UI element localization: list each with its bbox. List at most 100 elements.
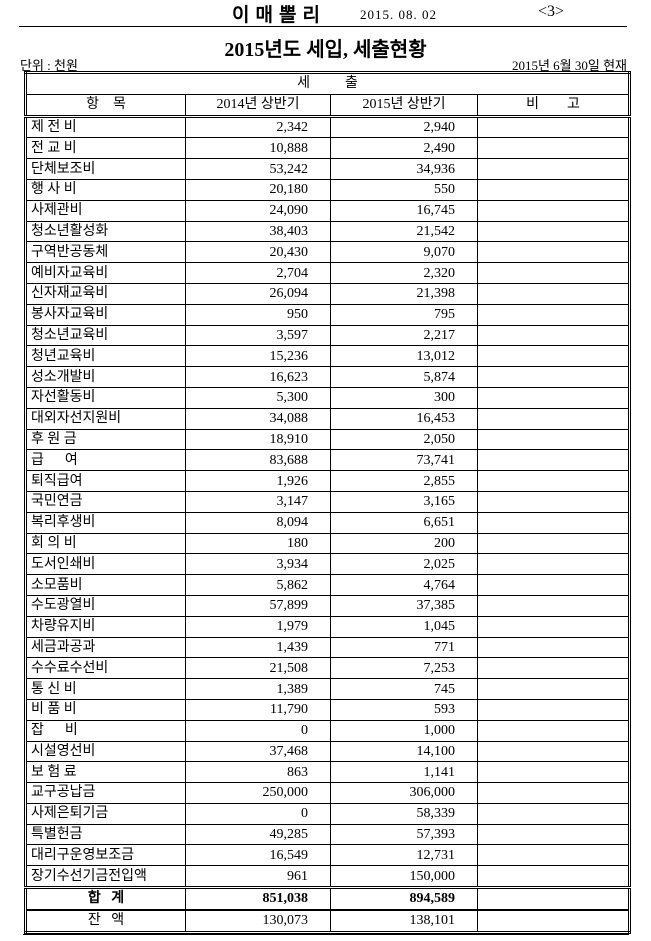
value-2015: 1,045 [330,615,478,638]
value-2014: 18,910 [185,428,331,451]
table-row: 세금과공과 1,439 771 [25,636,631,659]
table-row: 자선활동비 5,300 300 [25,386,631,409]
table-row: 청소년교육비 3,597 2,217 [25,324,631,347]
remarks [476,282,631,305]
item-label: 회 의 비 [25,532,186,555]
remarks [476,386,631,409]
table-row: 행 사 비 20,180 550 [25,178,631,201]
item-label: 급 여 [25,449,186,472]
table-row: 소모품비 5,862 4,764 [25,574,631,596]
value-2015: 2,940 [330,115,478,139]
remarks [476,449,631,472]
item-label: 후 원 금 [25,428,186,451]
value-2015: 73,741 [330,449,478,472]
value-2015: 37,385 [330,594,478,617]
remarks [476,678,631,700]
table-row: 급 여 83,688 73,741 [25,449,631,472]
value-2015: 13,012 [330,345,478,368]
remarks [476,137,631,160]
value-2014: 2,342 [185,115,331,139]
remarks [476,657,631,680]
value-2014: 950 [185,303,331,326]
value-2015: 34,936 [330,158,478,180]
table-row: 특별헌금 49,285 57,393 [25,823,631,846]
value-2014: 37,468 [185,740,331,763]
page-title: 2015년도 세입, 세출현황 [224,39,427,61]
value-2015: 2,025 [330,553,478,576]
item-label: 세금과공과 [25,636,186,659]
remarks [476,782,631,804]
value-2015: 9,070 [330,241,478,264]
table-row: 신자재교육비 26,094 21,398 [25,282,631,305]
issue-date: 2015. 08. 02 [360,7,437,22]
item-label: 청년교육비 [25,345,186,368]
value-2015: 2,217 [330,324,478,347]
value-2015: 5,874 [330,366,478,388]
value-2014: 34,088 [185,407,331,430]
value-2014: 0 [185,719,331,742]
column-header-item: 항 목 [25,93,186,118]
value-2014: 851,038 [185,886,331,911]
remarks [476,324,631,347]
item-label: 단체보조비 [25,158,186,180]
value-2015: 2,320 [330,262,478,284]
table-row: 수도광열비 57,899 37,385 [25,594,631,617]
remarks [476,574,631,596]
value-2014: 10,888 [185,137,331,160]
remarks [476,470,631,492]
value-2014: 57,899 [185,594,331,617]
value-2014: 961 [185,865,331,889]
item-label: 청소년활성화 [25,220,186,243]
item-label: 통 신 비 [25,678,186,700]
value-2015: 2,050 [330,428,478,451]
table-row: 통 신 비 1,389 745 [25,678,631,700]
value-2014: 38,403 [185,220,331,243]
as-of-date: 2015년 6월 30일 현재 [511,58,627,73]
value-2015: 150,000 [330,865,478,889]
item-label: 사제은퇴기금 [25,802,186,825]
table-row: 수수료수선비 21,508 7,253 [25,657,631,680]
value-2015: 7,253 [330,657,478,680]
value-2015: 593 [330,698,478,721]
item-label: 수수료수선비 [25,657,186,680]
value-2014: 5,300 [185,386,331,409]
value-2014: 130,073 [185,909,331,933]
table-row: 단체보조비 53,242 34,936 [25,158,631,180]
item-label: 자선활동비 [25,386,186,409]
unit-label: 단위 : 천원 [20,58,78,73]
value-2014: 11,790 [185,698,331,721]
value-2015: 306,000 [330,782,478,804]
value-2014: 1,926 [185,470,331,492]
value-2015: 16,453 [330,407,478,430]
remarks [476,802,631,825]
table-row: 후 원 금 18,910 2,050 [25,428,631,451]
header-rule [19,26,627,27]
value-2015: 3,165 [330,490,478,513]
value-2015: 2,490 [330,137,478,160]
remarks [476,532,631,555]
value-2014: 180 [185,532,331,555]
table-row: 대리구운영보조금 16,549 12,731 [25,844,631,867]
remarks [476,615,631,638]
value-2015: 58,339 [330,802,478,825]
item-label: 합 계 [25,886,186,911]
item-label: 수도광열비 [25,594,186,617]
remarks [476,719,631,742]
page-number: <3> [538,3,565,20]
item-label: 사제관비 [25,199,186,222]
remarks [476,698,631,721]
table-row: 잡 비 0 1,000 [25,719,631,742]
remarks [476,636,631,659]
table-row: 예비자교육비 2,704 2,320 [25,262,631,284]
value-2015: 795 [330,303,478,326]
table-row: 복리후생비 8,094 6,651 [25,511,631,534]
expenditure-table: 세 출 항 목 2014년 상반기 2015년 상반기 비 고 제 전 비 2,3… [24,71,632,934]
newsletter-header: 이매뽈리 2015. 08. 02 <3> [0,0,651,26]
remarks [476,844,631,867]
remarks [476,366,631,388]
table-row: 사제관비 24,090 16,745 [25,199,631,222]
table-row: 장기수선기금전입액 961 150,000 [25,865,631,889]
item-label: 구역반공동체 [25,241,186,264]
table-row: 회 의 비 180 200 [25,532,631,555]
table-row: 청소년활성화 38,403 21,542 [25,220,631,243]
